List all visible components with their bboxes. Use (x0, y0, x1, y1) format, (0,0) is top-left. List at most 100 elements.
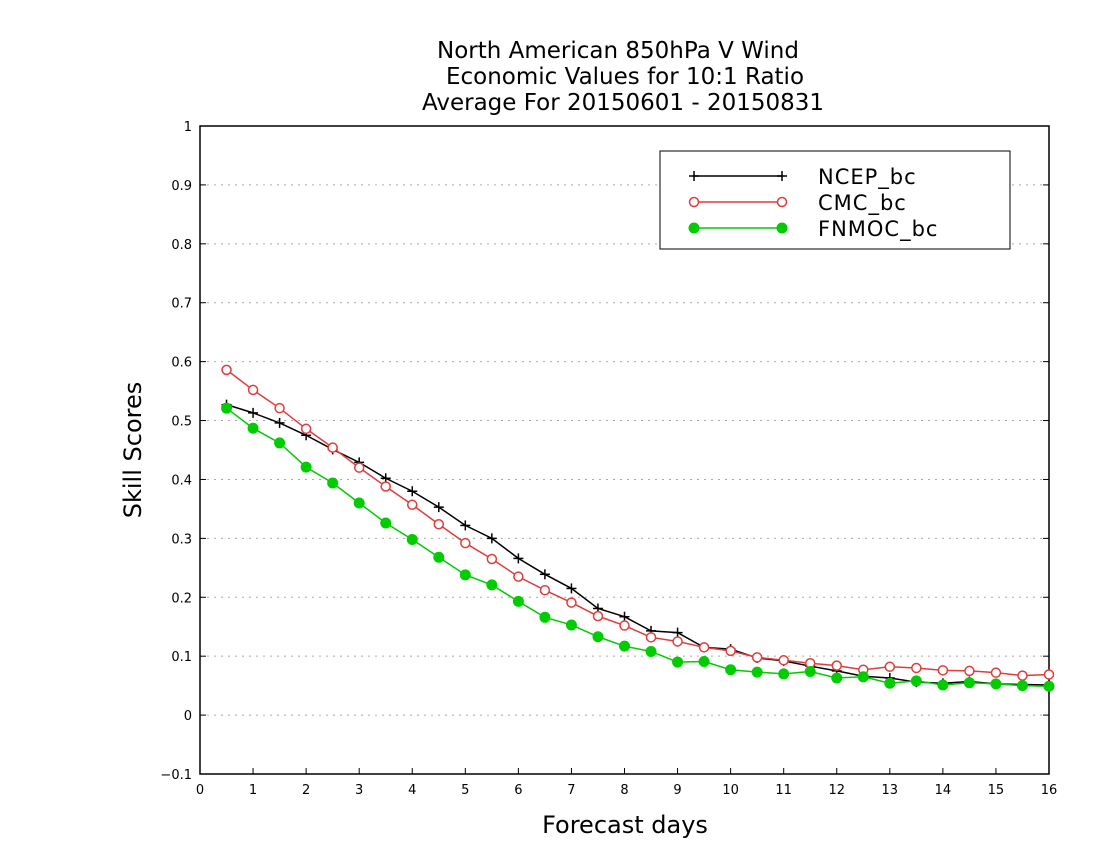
x-tick-label: 5 (461, 783, 469, 798)
data-point-cmc-bc (619, 620, 630, 631)
data-point-fnmoc-bc (910, 675, 922, 687)
legend-box (659, 150, 1011, 250)
data-point-cmc-bc (353, 462, 365, 473)
data-point-fnmoc-bc (698, 655, 710, 667)
legend-entry-fnmoc-bc: FNMOC_bc (688, 217, 938, 242)
data-point-ncep-bc (248, 407, 259, 418)
gridlines (200, 184, 1049, 716)
data-point-fnmoc-bc (725, 664, 737, 676)
data-point-cmc-bc (566, 597, 577, 608)
y-tick-label: 0.8 (171, 238, 192, 253)
data-point-fnmoc-bc (804, 665, 816, 677)
chart-title-line-3: Average For 20150601 - 20150831 (422, 90, 824, 116)
x-tick-label: 13 (882, 783, 899, 798)
legend-entry-cmc-bc: CMC_bc (688, 191, 907, 216)
y-tick-label: 0.9 (171, 179, 192, 194)
data-point-ncep-bc (274, 417, 285, 428)
data-point-fnmoc-bc (486, 579, 498, 591)
legend-entry-ncep-bc: NCEP_bc (689, 165, 917, 190)
y-tick-label: 0.7 (171, 297, 192, 312)
data-point-fnmoc-bc (990, 678, 1002, 690)
data-point-cmc-bc (698, 642, 710, 653)
data-point-cmc-bc (539, 584, 551, 596)
data-point-cmc-bc (592, 610, 604, 622)
x-tick-label: 10 (722, 783, 739, 798)
data-point-fnmoc-bc (831, 672, 843, 684)
data-point-cmc-bc (300, 423, 312, 435)
data-point-cmc-bc (964, 665, 975, 677)
data-point-ncep-bc (407, 486, 418, 497)
x-tick-label: 6 (514, 783, 522, 798)
x-tick-label: 3 (355, 783, 363, 798)
data-point-cmc-bc (831, 660, 842, 671)
data-point-fnmoc-bc (512, 595, 524, 607)
data-point-cmc-bc (725, 645, 736, 657)
x-tick-label: 16 (1041, 783, 1058, 798)
y-tick-label: −0.1 (160, 768, 192, 783)
data-point-ncep-bc (539, 569, 550, 580)
data-point-fnmoc-bc (459, 569, 471, 581)
y-tick-label: 0 (184, 709, 192, 724)
data-point-fnmoc-bc (778, 668, 790, 680)
data-point-cmc-bc (911, 662, 922, 674)
series-cmc-bc (221, 364, 1055, 681)
x-tick-label: 7 (567, 783, 575, 798)
x-tick-label: 12 (828, 783, 845, 798)
data-point-cmc-bc (407, 499, 418, 511)
data-point-fnmoc-bc (327, 477, 339, 489)
data-point-fnmoc-bc (1016, 680, 1028, 692)
data-point-fnmoc-bc (592, 631, 604, 643)
y-tick-label: 1 (184, 120, 192, 135)
data-point-cmc-bc (433, 518, 445, 530)
data-point-ncep-bc (486, 533, 497, 544)
data-point-fnmoc-bc (645, 645, 657, 657)
x-tick-label: 2 (302, 783, 310, 798)
data-point-cmc-bc (513, 571, 524, 582)
data-point-fnmoc-bc (857, 671, 869, 683)
data-point-cmc-bc (274, 402, 285, 414)
series-line-cmc-bc (226, 369, 1050, 677)
data-point-cmc-bc (751, 652, 763, 663)
legend-label: NCEP_bc (818, 165, 917, 190)
y-tick-label: 0.4 (171, 473, 192, 488)
x-tick-label: 15 (988, 783, 1005, 798)
x-tick-label: 11 (775, 783, 792, 798)
data-point-ncep-bc (460, 520, 471, 531)
data-point-cmc-bc (327, 442, 338, 453)
data-point-fnmoc-bc (274, 437, 286, 449)
x-tick-label: 9 (673, 783, 681, 798)
data-point-cmc-bc (884, 661, 896, 673)
data-point-fnmoc-bc (1043, 680, 1055, 692)
data-point-fnmoc-bc (247, 422, 259, 434)
chart-title-line-1: North American 850hPa V Wind (437, 38, 799, 64)
x-tick-label: 4 (408, 783, 416, 798)
chart-title-line-2: Economic Values for 10:1 Ratio (446, 64, 804, 90)
legend-label: CMC_bc (818, 191, 907, 216)
data-point-fnmoc-bc (565, 619, 577, 631)
data-point-cmc-bc (1017, 670, 1028, 681)
data-point-cmc-bc (247, 384, 259, 396)
legend-label: FNMOC_bc (818, 217, 938, 242)
y-axis-label: Skill Scores (119, 382, 147, 519)
data-point-fnmoc-bc (353, 497, 365, 509)
series-layer (221, 364, 1055, 692)
x-axis-ticks: 0 1 2 3 4 5 6 7 8 9 10 11 12 13 14 15 16 (196, 768, 1057, 798)
data-point-fnmoc-bc (221, 402, 233, 414)
legend-marker (776, 196, 788, 208)
x-tick-label: 8 (620, 783, 628, 798)
x-tick-label: 14 (935, 783, 952, 798)
y-tick-label: 0.1 (171, 650, 192, 665)
y-tick-label: 0.2 (171, 591, 192, 606)
y-tick-label: 0.6 (171, 356, 192, 371)
series-fnmoc-bc (221, 402, 1055, 692)
data-point-fnmoc-bc (937, 679, 949, 691)
data-point-fnmoc-bc (406, 534, 418, 546)
data-point-cmc-bc (486, 553, 498, 565)
data-point-fnmoc-bc (884, 677, 896, 689)
data-point-cmc-bc (990, 667, 1002, 678)
data-point-cmc-bc (221, 364, 232, 376)
data-point-fnmoc-bc (619, 640, 630, 652)
data-point-fnmoc-bc (672, 656, 684, 668)
